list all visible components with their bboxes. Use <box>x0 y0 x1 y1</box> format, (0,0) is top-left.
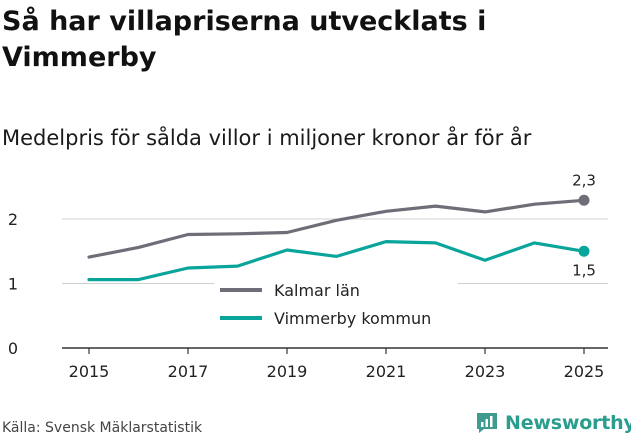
x-tick-label: 2019 <box>267 362 308 381</box>
chart-title: Så har villapriserna utvecklats i Vimmer… <box>2 6 487 73</box>
end-marker-kalmar <box>578 194 590 206</box>
end-value-label: 2,3 <box>572 171 596 189</box>
legend-label-kalmar: Kalmar län <box>274 281 360 300</box>
y-tick-label: 1 <box>8 275 18 294</box>
y-tick-label: 0 <box>8 339 18 358</box>
x-tick-label: 2017 <box>168 362 209 381</box>
line-chart: 0 1 2 2015 2017 2019 2021 2023 2025 2,3 1,5 Kalm… <box>8 171 608 381</box>
series-line-kalmar <box>87 198 586 259</box>
series-line-vimmerby <box>87 240 586 282</box>
end-marker-vimmerby <box>578 245 590 257</box>
legend-background <box>214 274 458 336</box>
source-note: Källa: Svensk Mäklarstatistik <box>2 420 203 436</box>
x-tick-label: 2015 <box>69 362 110 381</box>
chart-subtitle: Medelpris för sålda villor i miljoner kr… <box>2 126 532 150</box>
x-tick-label: 2021 <box>366 362 407 381</box>
x-tick-label: 2023 <box>465 362 506 381</box>
brand-name: Newsworthy <box>505 412 631 434</box>
end-value-label: 1,5 <box>572 261 596 279</box>
y-tick-label: 2 <box>8 210 18 229</box>
chart-bubble-icon <box>477 413 497 433</box>
legend-label-vimmerby: Vimmerby kommun <box>274 309 431 328</box>
x-tick-label: 2025 <box>564 362 605 381</box>
newsworthy-logo: Newsworthy <box>475 407 631 439</box>
